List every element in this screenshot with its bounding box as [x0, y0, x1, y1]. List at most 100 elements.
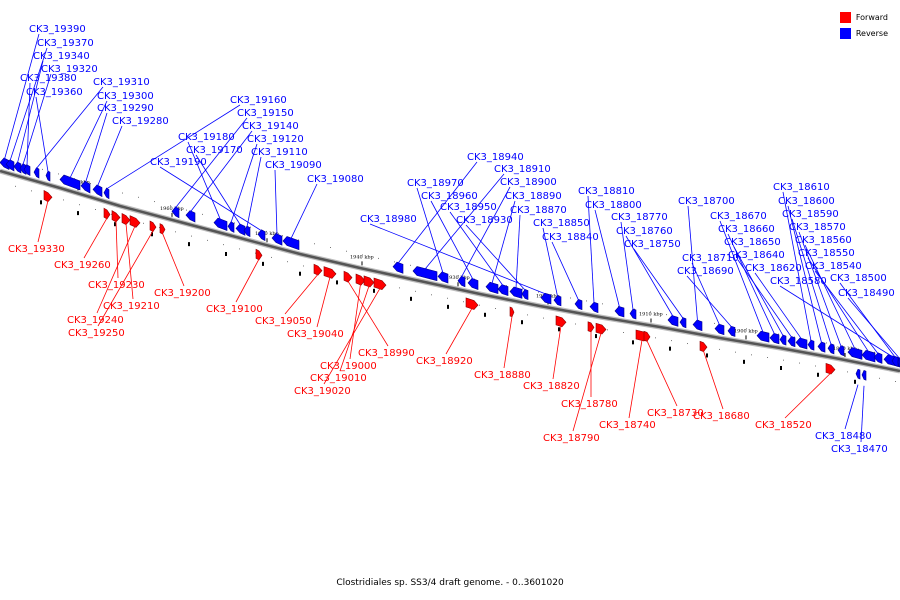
minor-tick [495, 308, 496, 309]
minor-tick [623, 332, 624, 333]
gene-box [355, 273, 366, 286]
minor-tick [58, 173, 59, 175]
gene-box [521, 289, 529, 301]
minor-tick [522, 288, 523, 290]
gene-leader-line [187, 141, 221, 220]
minor-tick [42, 168, 43, 170]
gene-box [373, 277, 387, 290]
gene-box [103, 207, 111, 220]
gene-box [33, 167, 40, 179]
gene-leader-line [787, 205, 822, 343]
gene-box [45, 170, 51, 182]
minor-tick [299, 271, 301, 276]
legend-forward: Forward [839, 9, 888, 25]
gene-box [861, 370, 867, 381]
minor-tick [558, 327, 560, 332]
gene-box [129, 215, 141, 228]
gene-leader-line [646, 340, 678, 407]
gene-box [595, 322, 607, 335]
minor-tick [188, 242, 190, 247]
gene-label: CK3_18480 [815, 431, 872, 442]
minor-tick [90, 183, 91, 184]
minor-tick [655, 337, 656, 339]
gene-label: CK3_18750 [624, 239, 681, 250]
gene-label: CK3_18700 [678, 196, 735, 207]
gene-label: CK3_19310 [93, 77, 150, 88]
gene-label: CK3_18900 [500, 177, 557, 188]
gene-leader-line [69, 100, 108, 179]
minor-tick [527, 314, 528, 316]
gene-leader-line [115, 220, 119, 279]
gene-label: CK3_18910 [494, 164, 551, 175]
gene-leader-line [491, 200, 516, 284]
gene-box [692, 319, 703, 332]
gene-box [787, 336, 796, 348]
gene-box [80, 180, 91, 194]
gene-leader-line [284, 273, 319, 315]
minor-tick [410, 296, 412, 301]
gene-box [92, 184, 103, 198]
legend-forward-label: Forward [855, 12, 888, 22]
gene-box [769, 332, 780, 345]
gene-label: CK3_19110 [251, 147, 308, 158]
gene-box [149, 220, 157, 232]
gene-label: CK3_18600 [778, 196, 835, 207]
gene-leader-line [847, 297, 900, 359]
legend: Forward Reverse [839, 9, 888, 41]
minor-tick [170, 205, 171, 207]
gene-label: CK3_18680 [693, 411, 750, 422]
gene-box [43, 189, 53, 203]
minor-tick [336, 280, 338, 285]
minor-tick [632, 340, 634, 345]
minor-tick [95, 209, 96, 210]
gene-label: CK3_18780 [561, 399, 618, 410]
gene-label: CK3_18760 [616, 226, 673, 237]
minor-tick [847, 371, 848, 373]
gene-box [363, 275, 375, 288]
minor-tick [223, 244, 224, 246]
gene-label: CK3_19040 [287, 329, 344, 340]
gene-leader-line [804, 244, 856, 350]
minor-tick [282, 235, 283, 237]
legend-forward-swatch [839, 11, 851, 23]
gene-label: CK3_19260 [54, 260, 111, 271]
minor-tick [746, 328, 747, 330]
gene-leader-line [85, 112, 108, 183]
minor-tick [225, 252, 227, 256]
gene-box [121, 213, 131, 226]
gene-box [323, 266, 337, 279]
minor-tick [815, 365, 816, 367]
gene-box [847, 347, 863, 360]
gene-leader-line [784, 372, 831, 419]
gene-label: CK3_18930 [456, 215, 513, 226]
gene-leader-line [175, 117, 248, 209]
gene-label: CK3_18950 [440, 202, 497, 213]
gene-label: CK3_19280 [112, 116, 169, 127]
gene-box [243, 225, 251, 238]
gene-leader-line [798, 231, 842, 347]
gene-label: CK3_18570 [789, 222, 846, 233]
minor-tick [634, 308, 635, 310]
gene-box [235, 223, 246, 236]
gene-leader-line [274, 169, 278, 235]
minor-tick [751, 354, 752, 356]
minor-tick [63, 199, 64, 201]
gene-label: CK3_19320 [41, 64, 98, 75]
gene-label: CK3_19290 [97, 103, 154, 114]
minor-tick [154, 201, 155, 203]
gene-leader-line [551, 241, 579, 301]
minor-tick [854, 379, 856, 384]
gene-leader-line [686, 275, 732, 328]
position-label: 1910 kbp [639, 312, 663, 318]
minor-tick [521, 320, 523, 325]
gene-label: CK3_19200 [154, 288, 211, 299]
gene-leader-line [246, 156, 262, 227]
gene-label: CK3_18520 [755, 420, 812, 431]
gene-label: CK3_19150 [237, 108, 294, 119]
minor-tick [669, 346, 671, 351]
gene-leader-line [323, 288, 381, 385]
gene-box [485, 281, 499, 295]
gene-label: CK3_18960 [421, 191, 478, 202]
gene-leader-line [97, 125, 123, 187]
minor-tick [287, 261, 288, 263]
